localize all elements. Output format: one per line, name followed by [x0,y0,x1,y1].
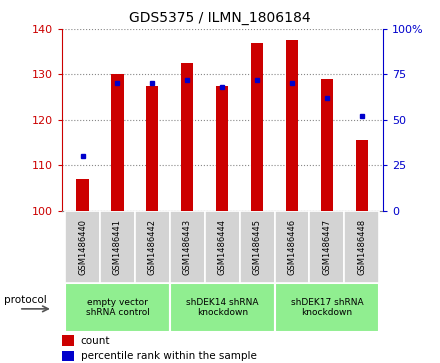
Text: GSM1486440: GSM1486440 [78,219,87,275]
Bar [275,283,379,332]
Bar [181,63,194,211]
Bar [100,211,135,283]
Bar [205,211,240,283]
Text: shDEK14 shRNA
knockdown: shDEK14 shRNA knockdown [186,298,258,317]
Bar [286,40,298,211]
Text: GSM1486446: GSM1486446 [287,219,297,275]
Bar [65,283,170,332]
Text: GSM1486445: GSM1486445 [253,219,262,275]
Bar [111,74,124,211]
Bar [77,179,88,211]
Bar [240,211,275,283]
Text: GSM1486441: GSM1486441 [113,219,122,275]
Text: protocol: protocol [4,295,47,305]
Bar [65,211,100,283]
Text: GSM1486444: GSM1486444 [218,219,227,275]
Bar [62,335,74,346]
Text: count: count [81,336,110,346]
Bar [216,86,228,211]
Bar [170,283,275,332]
Bar [146,86,158,211]
Text: GSM1486447: GSM1486447 [323,219,331,275]
Bar [321,79,333,211]
Bar [309,211,345,283]
Text: GSM1486448: GSM1486448 [357,219,367,275]
Text: GDS5375 / ILMN_1806184: GDS5375 / ILMN_1806184 [129,11,311,25]
Bar [345,211,379,283]
Text: GSM1486442: GSM1486442 [148,219,157,275]
Text: percentile rank within the sample: percentile rank within the sample [81,351,257,361]
Text: empty vector
shRNA control: empty vector shRNA control [85,298,150,317]
Text: GSM1486443: GSM1486443 [183,219,192,275]
Bar [356,140,368,211]
Text: shDEK17 shRNA
knockdown: shDEK17 shRNA knockdown [291,298,363,317]
Bar [170,211,205,283]
Bar [251,43,263,211]
Bar [62,351,74,362]
Bar [135,211,170,283]
Bar [275,211,309,283]
